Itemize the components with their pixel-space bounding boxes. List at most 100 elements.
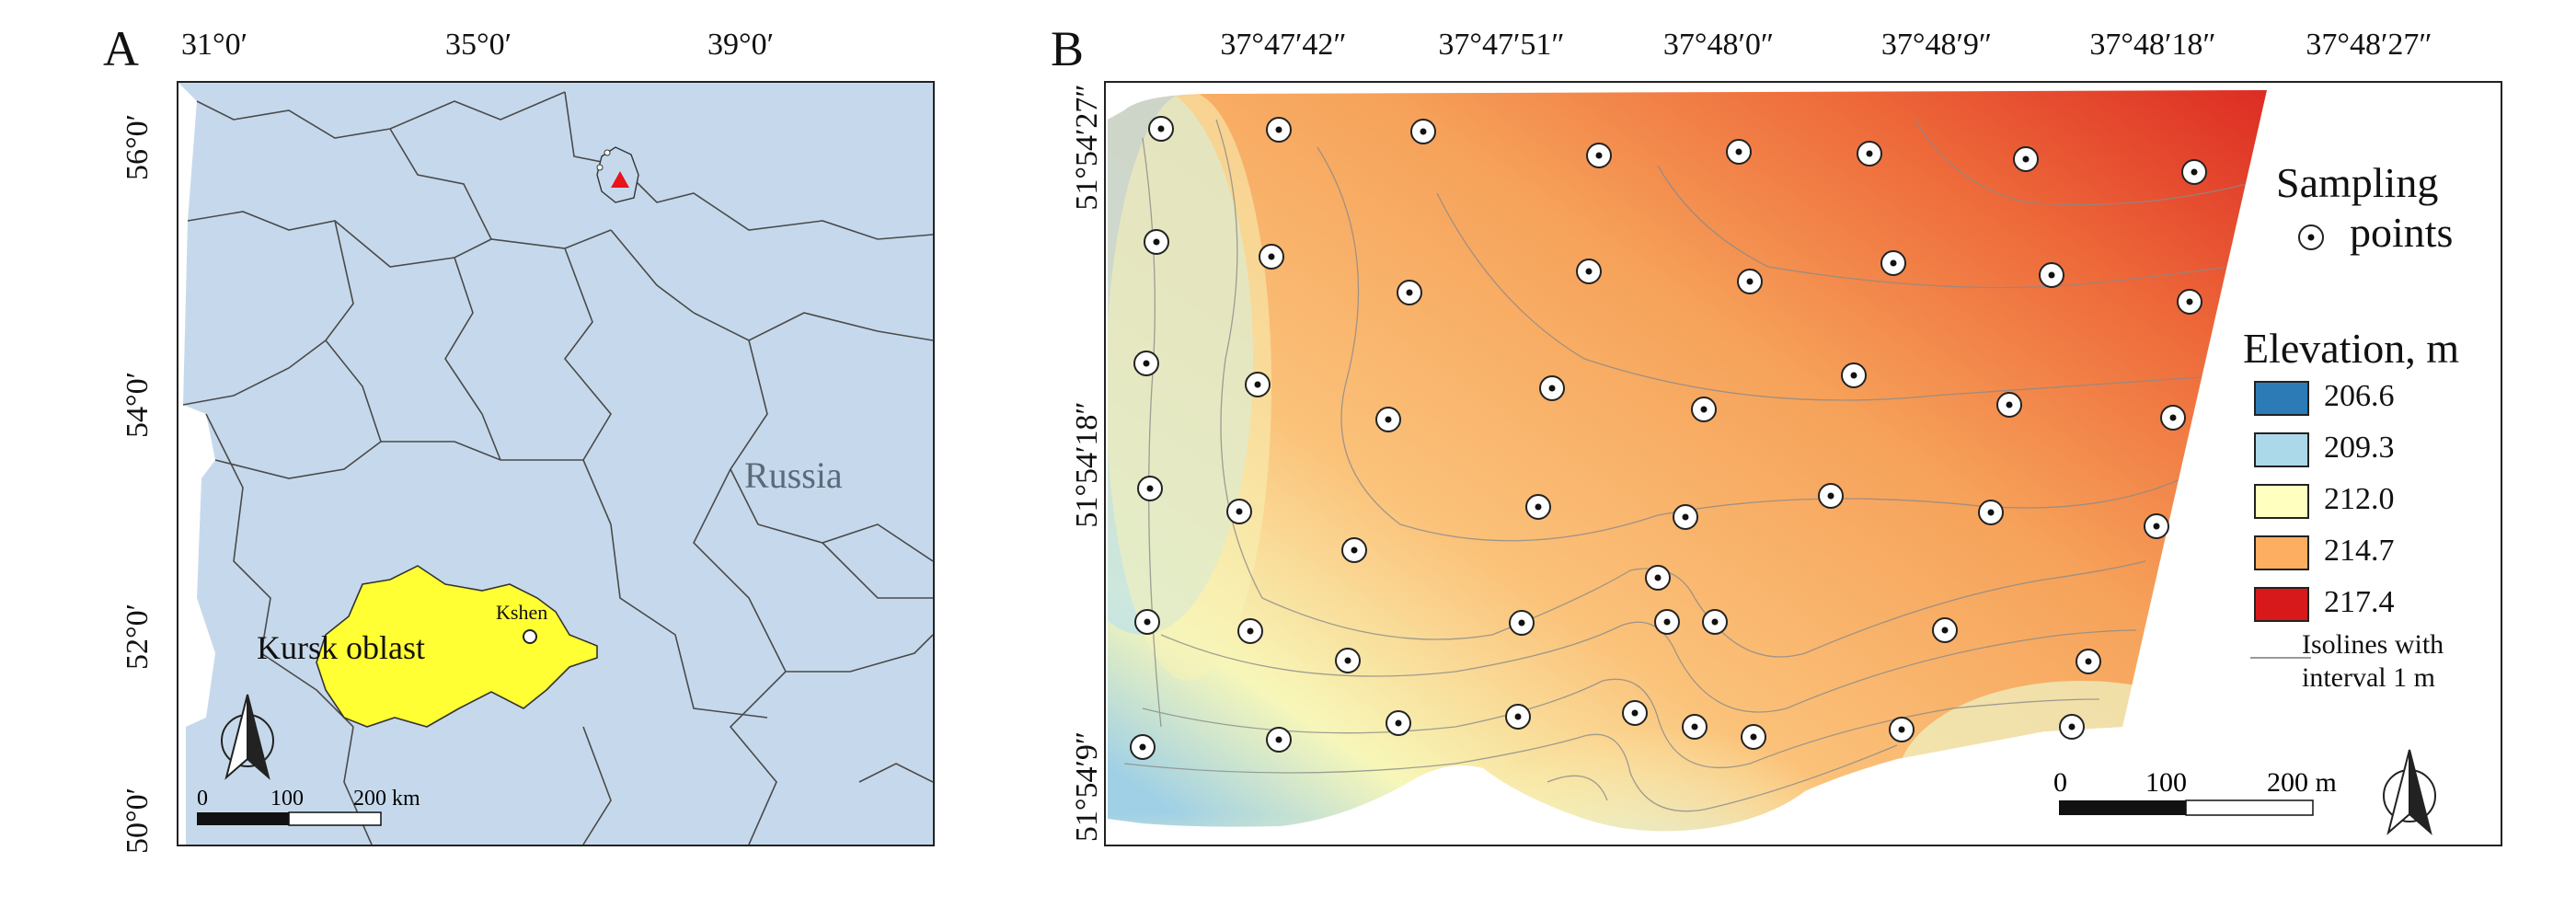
legend-swatch [2254,381,2309,416]
sampling-point-dot [1654,574,1662,581]
legend-sampling-title: Sampling [2276,159,2439,206]
sampling-point-dot [1385,416,1392,423]
sampling-point-dot [1691,723,1698,730]
panel-a-left-tick: 56°0′ [121,113,155,181]
scale-label: 100 [2145,767,2187,798]
legend-swatch [2254,432,2309,467]
sampling-point-dot [2006,401,2013,408]
panel-b-top-tick: 37°47′42″ [1220,28,1347,62]
sampling-point-dot [1351,546,1358,554]
panel-b-left-tick: 51°54′9″ [1070,730,1104,843]
sampling-point-dot [1406,289,1413,296]
panel-b-top-tick: 37°48′9″ [1880,28,1993,62]
panel-a-left-tick: 54°0′ [121,371,155,439]
sampling-point-dot [2022,155,2030,163]
kursk-oblast-label: Kursk oblast [257,629,425,666]
panel-b-top-tick: 37°47′51″ [1438,28,1565,62]
sampling-point-dot [1548,385,1556,392]
scale-label: 0 [2053,767,2067,798]
overview-map: Kshen Kursk oblast Russia 0 100 200 km [177,81,935,846]
scale-bar-a: 0 100 200 km [197,787,420,826]
sampling-point-dot [1735,148,1742,155]
sampling-point-dot [1682,513,1689,521]
sampling-point-dot [1595,152,1603,159]
panel-a-top-tick: 35°0′ [444,28,512,62]
sampling-point-dot [2085,658,2092,665]
sampling-point-dot [1247,627,1254,635]
sampling-point-dot [1987,509,1995,516]
sampling-point-dot [1157,125,1165,132]
sampling-point-dot [1236,508,1243,515]
capital-region-outline [596,146,639,203]
sampling-point-dot [1746,278,1754,285]
sampling-point-dot [1850,372,1857,379]
scale-label: 200 m [2267,767,2337,798]
sampling-point-dot [1144,618,1151,626]
country-label: Russia [744,454,843,496]
scale-label: 100 [270,787,304,811]
panel-a-left-tick: 52°0′ [121,603,155,671]
sampling-point-dot [1268,253,1275,260]
panel-a-top-tick: 31°0′ [180,28,248,62]
small-islet [604,149,611,156]
panel-b-top-tick: 37°48′27″ [2306,28,2432,62]
sampling-point-dot [2186,298,2193,305]
sampling-point-dot [2191,168,2198,176]
panel-b-top-tick: 37°48′0″ [1662,28,1775,62]
marker-triangle-icon [611,171,629,188]
kshen-label: Kshen [496,601,547,624]
sampling-point-dot [1139,743,1146,751]
sampling-point-dot [1143,360,1150,367]
scale-label: 0 [197,787,208,811]
legend-class-label: 212.0 [2324,482,2395,516]
overview-map-svg: Kshen Kursk oblast Russia 0 100 200 km [178,83,933,845]
sampling-point-dot [1898,726,1905,733]
legend-swatch [2254,484,2309,519]
sampling-point-dot [1275,736,1282,743]
sampling-point-dot [1395,719,1402,727]
sampling-point-dot [2169,414,2177,421]
sampling-point-dot [2153,523,2160,530]
kursk-oblast-region [316,565,598,728]
sampling-point-dot [1275,126,1282,133]
outside-area [178,83,215,845]
sampling-point-dot [1663,618,1671,626]
sampling-point-dot [2048,271,2055,279]
land-background [178,83,933,845]
isoline-legend-icon [2250,657,2311,659]
sampling-point-dot [1254,381,1261,388]
sampling-point-dot [1535,503,1542,511]
panel-a-left-tick: 50°0′ [121,787,155,855]
isolines [1123,119,2248,812]
sampling-point-dot [1344,657,1351,664]
scale-bar-b: 0 100 200 m [2053,767,2337,816]
sampling-point-dot [1866,150,1873,157]
sampling-point-dot [1827,492,1834,500]
north-arrow-icon [221,694,274,780]
kshen-point [523,629,537,644]
sampling-point-dot [1890,259,1897,267]
sampling-point-dot [1631,709,1639,717]
elevation-map-svg: 0 100 200 m [1108,90,2436,835]
sampling-point-dot [1941,627,1949,634]
legend-elevation-title: Elevation, m [2243,325,2460,372]
legend-class-label: 217.4 [2324,585,2395,619]
sampling-point-dot [1750,733,1757,741]
sampling-points [1130,116,2207,760]
legend-isolines-label: Isolines with [2302,629,2444,660]
elevation-surface [1108,90,2267,832]
panel-b-top-tick: 37°48′18″ [2089,28,2216,62]
sampling-point-dot [1146,485,1154,492]
panel-b-letter: B [1051,21,1085,76]
legend-class-label: 206.6 [2324,379,2395,413]
sampling-point-dot [1700,406,1708,413]
legend-swatch [2254,587,2309,622]
panel-a-top-tick: 39°0′ [707,28,775,62]
legend-isolines-label-line2: interval 1 m [2302,662,2435,693]
sampling-point-dot [1153,238,1160,246]
sampling-point-legend-icon [2298,224,2324,250]
panel-a-letter: A [103,21,139,76]
sampling-point-dot [2068,723,2076,730]
sampling-point-dot [1585,268,1593,275]
sampling-point-dot [1420,128,1427,135]
